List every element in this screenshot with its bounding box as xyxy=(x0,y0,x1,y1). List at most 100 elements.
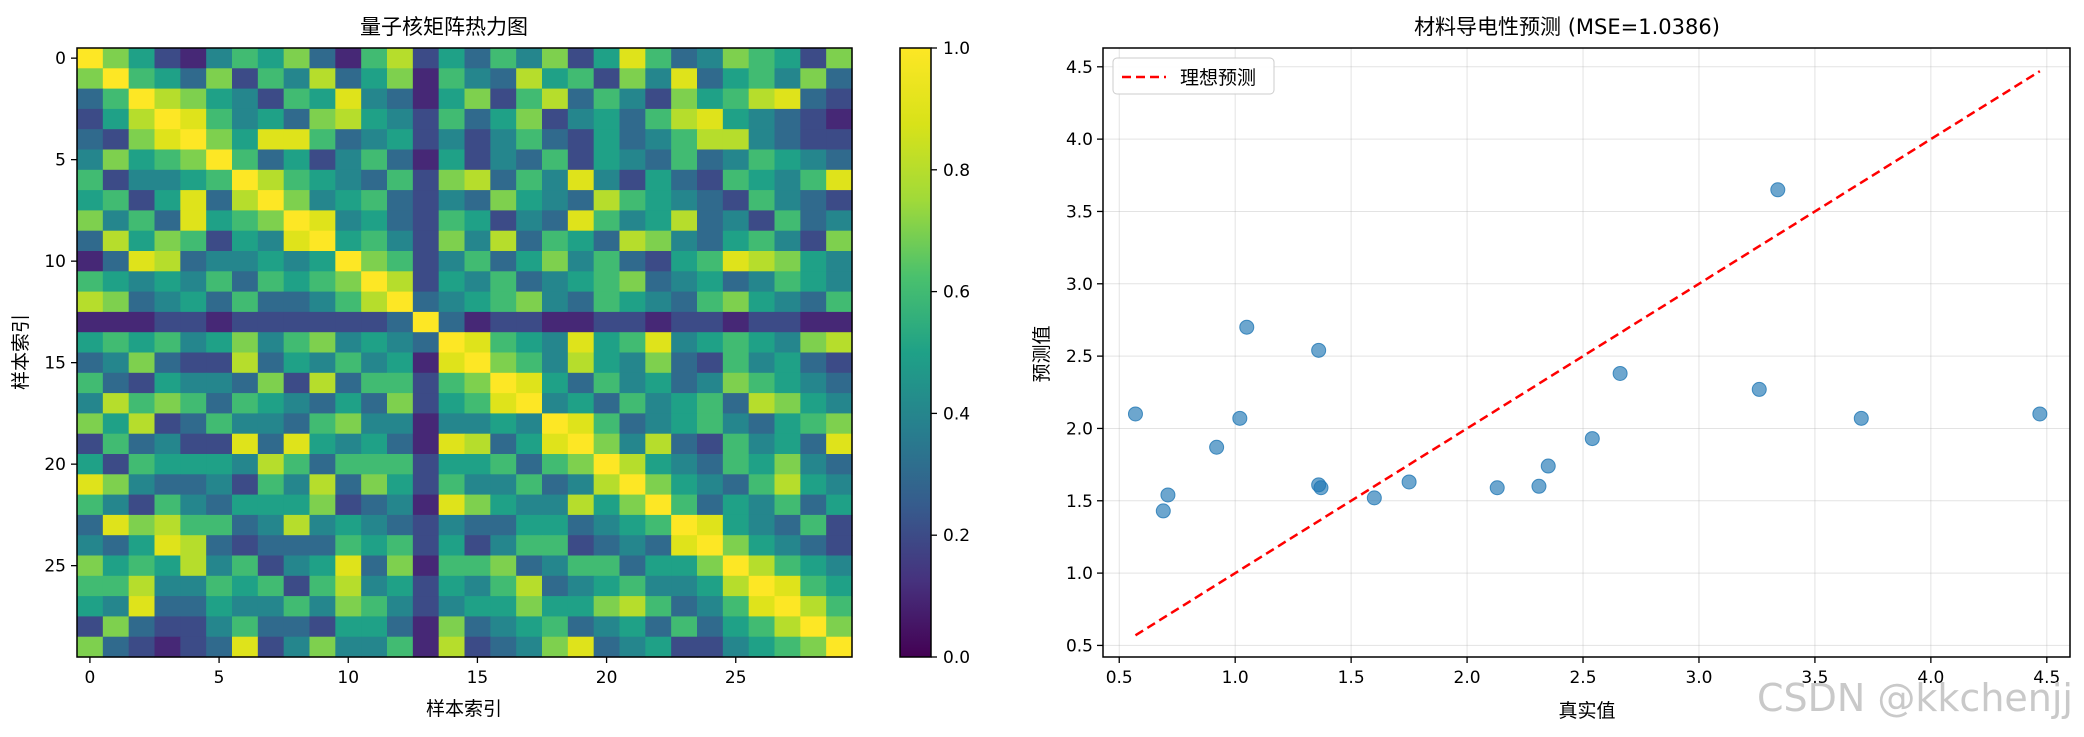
heatmap-cell xyxy=(102,149,130,171)
heatmap-cell xyxy=(542,514,569,536)
heatmap-cell xyxy=(619,291,646,313)
heatmap-cell xyxy=(697,636,724,658)
heatmap-cell xyxy=(464,251,491,272)
heatmap-cell xyxy=(490,332,517,354)
heatmap-cell xyxy=(232,372,259,394)
heatmap-cell xyxy=(361,454,388,475)
heatmap-cell xyxy=(412,616,440,638)
heatmap-cell xyxy=(438,129,466,151)
heatmap-cell xyxy=(748,393,776,414)
heatmap-cell xyxy=(232,68,259,90)
heatmap-cell xyxy=(516,332,543,354)
heatmap-cell xyxy=(593,332,621,354)
heatmap-cell xyxy=(671,433,698,455)
heatmap-cell xyxy=(387,190,414,211)
heatmap-cell xyxy=(309,169,336,191)
heatmap-cell xyxy=(671,332,698,354)
heatmap-cell xyxy=(206,169,233,191)
heatmap-cell xyxy=(335,169,362,191)
heatmap-cell xyxy=(180,575,207,597)
heatmap-cell xyxy=(335,129,362,151)
heatmap-cell xyxy=(464,149,491,171)
heatmap-cell xyxy=(826,555,853,577)
scatter-x-tick-label: 1.5 xyxy=(1338,668,1365,688)
heatmap-cell xyxy=(102,210,130,232)
heatmap-cell xyxy=(826,271,853,293)
heatmap-cell xyxy=(206,210,233,232)
heatmap-cell xyxy=(77,352,104,374)
heatmap-cell xyxy=(593,636,621,658)
heatmap-cell xyxy=(748,636,776,658)
heatmap-cell xyxy=(257,129,285,151)
heatmap-cell xyxy=(516,474,543,496)
heatmap-cell xyxy=(800,535,827,557)
heatmap-cell xyxy=(697,474,724,496)
heatmap-cell xyxy=(387,129,414,151)
heatmap-cell xyxy=(619,230,646,252)
heatmap-cell xyxy=(77,454,104,475)
heatmap-cell xyxy=(102,251,130,272)
heatmap-cell xyxy=(283,129,311,151)
heatmap-cell xyxy=(748,271,776,293)
heatmap-cell xyxy=(206,190,233,211)
heatmap-cell xyxy=(748,169,776,191)
heatmap-cell xyxy=(490,108,517,130)
heatmap-cell xyxy=(232,169,259,191)
heatmap-cell xyxy=(722,352,750,374)
scatter-title: 材料导电性预测 (MSE=1.0386) xyxy=(1414,15,1720,39)
heatmap-cell xyxy=(309,190,336,211)
heatmap-cell xyxy=(180,230,207,252)
heatmap-cell xyxy=(77,494,104,516)
heatmap-cell xyxy=(542,230,569,252)
heatmap-cell xyxy=(542,311,569,333)
heatmap-cell xyxy=(645,332,672,354)
heatmap-cell xyxy=(283,454,311,475)
heatmap-cell xyxy=(257,393,285,414)
heatmap-cell xyxy=(335,88,362,110)
heatmap-cell xyxy=(516,210,543,232)
heatmap-cell xyxy=(722,555,750,577)
heatmap-cell xyxy=(464,535,491,557)
heatmap-cell xyxy=(826,190,853,211)
heatmap-cell xyxy=(645,311,672,333)
heatmap-cell xyxy=(180,535,207,557)
heatmap-cell xyxy=(722,88,750,110)
heatmap-cell xyxy=(387,352,414,374)
heatmap-cell xyxy=(412,108,440,130)
heatmap-cell xyxy=(748,514,776,536)
heatmap-cell xyxy=(387,88,414,110)
scatter-point xyxy=(1584,431,1600,447)
heatmap-cell xyxy=(722,190,750,211)
heatmap-cell xyxy=(567,251,595,272)
heatmap-cell xyxy=(800,48,827,69)
heatmap-cell xyxy=(102,514,130,536)
heatmap-cell xyxy=(490,48,517,69)
heatmap-cell xyxy=(335,352,362,374)
heatmap-cell xyxy=(154,210,181,232)
heatmap-cell xyxy=(232,575,259,597)
heatmap-cell xyxy=(490,251,517,272)
heatmap-cell xyxy=(542,596,569,617)
heatmap-cell xyxy=(232,230,259,252)
heatmap-cell xyxy=(77,596,104,617)
heatmap-cell xyxy=(826,149,853,171)
heatmap-cell xyxy=(516,636,543,658)
heatmap-cell xyxy=(567,616,595,638)
heatmap-cell xyxy=(128,190,156,211)
heatmap-cell xyxy=(567,575,595,597)
heatmap-cell xyxy=(619,149,646,171)
heatmap-cell xyxy=(154,514,181,536)
scatter-point xyxy=(1313,480,1329,496)
colorbar-tick-label: 0.0 xyxy=(943,648,970,668)
heatmap-cell xyxy=(722,271,750,293)
heatmap-cell xyxy=(232,251,259,272)
heatmap-cell xyxy=(412,535,440,557)
heatmap-y-tick-label: 15 xyxy=(44,354,66,374)
heatmap-cell xyxy=(309,454,336,475)
heatmap-cell xyxy=(232,48,259,69)
scatter-point xyxy=(1209,439,1225,455)
heatmap-cell xyxy=(542,616,569,638)
heatmap-cell xyxy=(283,636,311,658)
heatmap-cell xyxy=(283,555,311,577)
heatmap-cell xyxy=(542,433,569,455)
